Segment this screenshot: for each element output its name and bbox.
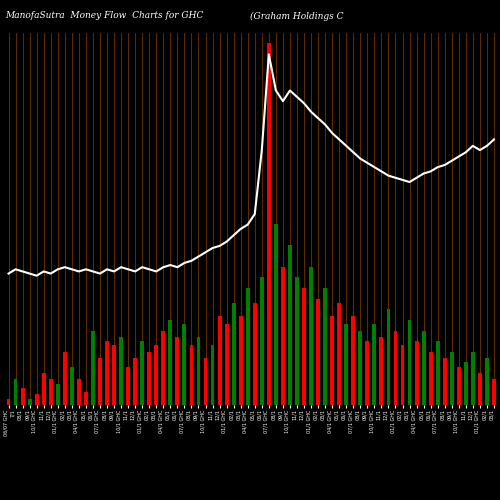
Bar bbox=[196, 337, 200, 405]
Bar bbox=[408, 320, 412, 405]
Bar bbox=[316, 298, 320, 405]
Bar bbox=[239, 316, 242, 405]
Bar bbox=[20, 388, 24, 405]
Bar bbox=[464, 362, 468, 405]
Bar bbox=[246, 288, 250, 405]
Bar bbox=[267, 43, 271, 405]
Bar bbox=[422, 330, 426, 405]
Bar bbox=[140, 341, 144, 405]
Bar bbox=[485, 358, 489, 405]
Bar bbox=[436, 341, 440, 405]
Bar bbox=[162, 330, 165, 405]
Bar bbox=[443, 358, 446, 405]
Bar bbox=[105, 341, 109, 405]
Bar bbox=[63, 352, 66, 405]
Bar bbox=[358, 330, 362, 405]
Bar bbox=[386, 309, 390, 405]
Bar bbox=[274, 224, 278, 405]
Bar bbox=[366, 341, 370, 405]
Bar bbox=[260, 278, 264, 405]
Bar bbox=[98, 358, 102, 405]
Bar bbox=[84, 392, 88, 405]
Bar bbox=[119, 337, 123, 405]
Bar bbox=[372, 324, 376, 405]
Bar bbox=[232, 303, 235, 405]
Bar bbox=[204, 358, 208, 405]
Bar bbox=[28, 398, 32, 405]
Bar bbox=[352, 316, 355, 405]
Bar bbox=[14, 380, 18, 405]
Bar bbox=[34, 394, 38, 405]
Bar bbox=[330, 316, 334, 405]
Bar bbox=[450, 352, 454, 405]
Bar bbox=[49, 380, 52, 405]
Bar bbox=[77, 380, 81, 405]
Bar bbox=[148, 352, 151, 405]
Bar bbox=[133, 358, 137, 405]
Bar bbox=[478, 373, 482, 405]
Bar bbox=[309, 266, 313, 405]
Bar bbox=[168, 320, 172, 405]
Bar bbox=[126, 366, 130, 405]
Bar bbox=[457, 366, 460, 405]
Bar bbox=[112, 346, 116, 405]
Bar bbox=[492, 380, 496, 405]
Bar bbox=[224, 324, 228, 405]
Bar bbox=[210, 346, 214, 405]
Bar bbox=[6, 398, 10, 405]
Bar bbox=[182, 324, 186, 405]
Bar bbox=[253, 303, 256, 405]
Text: ManofaSutra  Money Flow  Charts for GHC: ManofaSutra Money Flow Charts for GHC bbox=[5, 12, 203, 20]
Bar bbox=[380, 337, 384, 405]
Bar bbox=[70, 366, 74, 405]
Bar bbox=[471, 352, 475, 405]
Bar bbox=[344, 324, 348, 405]
Bar bbox=[338, 303, 341, 405]
Bar bbox=[295, 278, 299, 405]
Bar bbox=[91, 330, 95, 405]
Bar bbox=[42, 373, 45, 405]
Bar bbox=[190, 346, 194, 405]
Bar bbox=[400, 346, 404, 405]
Bar bbox=[218, 316, 222, 405]
Bar bbox=[394, 330, 398, 405]
Bar bbox=[176, 337, 180, 405]
Bar bbox=[154, 346, 158, 405]
Bar bbox=[323, 288, 327, 405]
Bar bbox=[428, 352, 432, 405]
Bar bbox=[56, 384, 59, 405]
Bar bbox=[288, 246, 292, 405]
Bar bbox=[414, 341, 418, 405]
Text: (Graham Holdings C: (Graham Holdings C bbox=[250, 12, 344, 20]
Bar bbox=[302, 288, 306, 405]
Bar bbox=[281, 266, 285, 405]
